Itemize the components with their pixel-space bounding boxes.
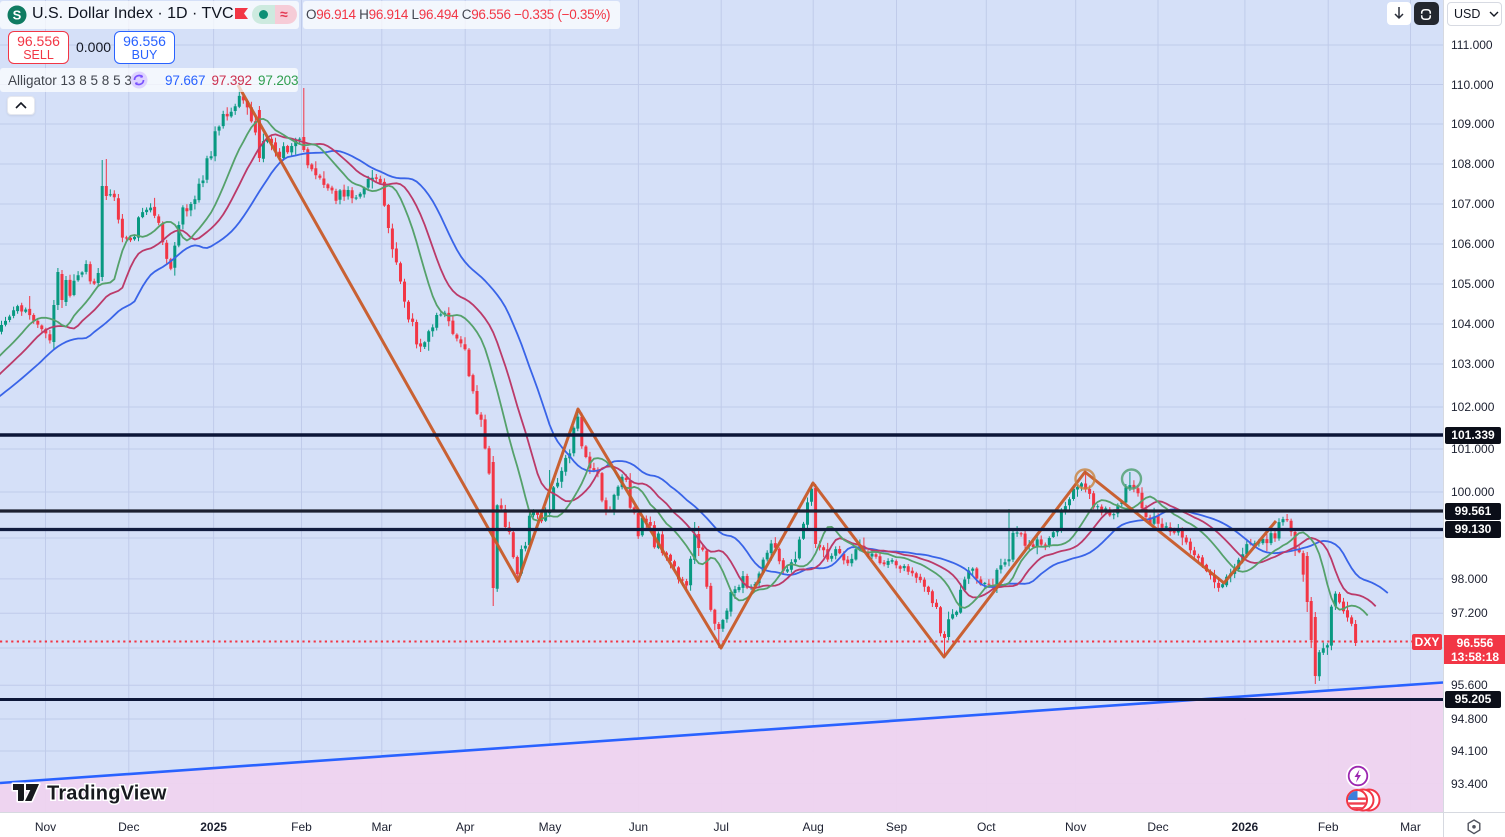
svg-text:TradingView: TradingView	[47, 783, 167, 805]
svg-text:S: S	[13, 8, 22, 23]
